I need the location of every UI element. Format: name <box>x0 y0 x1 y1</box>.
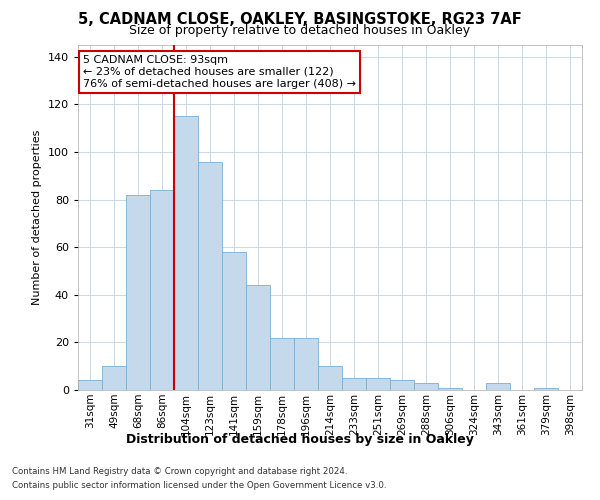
Text: 5, CADNAM CLOSE, OAKLEY, BASINGSTOKE, RG23 7AF: 5, CADNAM CLOSE, OAKLEY, BASINGSTOKE, RG… <box>78 12 522 28</box>
Bar <box>366 378 390 390</box>
Bar <box>390 380 414 390</box>
Bar <box>318 366 342 390</box>
Bar <box>222 252 246 390</box>
Bar <box>198 162 222 390</box>
Bar <box>126 195 150 390</box>
Text: 5 CADNAM CLOSE: 93sqm
← 23% of detached houses are smaller (122)
76% of semi-det: 5 CADNAM CLOSE: 93sqm ← 23% of detached … <box>83 56 356 88</box>
Text: Contains public sector information licensed under the Open Government Licence v3: Contains public sector information licen… <box>12 481 386 490</box>
Bar <box>246 286 270 390</box>
Text: Distribution of detached houses by size in Oakley: Distribution of detached houses by size … <box>126 432 474 446</box>
Bar <box>342 378 366 390</box>
Bar <box>174 116 198 390</box>
Bar <box>78 380 102 390</box>
Bar <box>534 388 558 390</box>
Text: Contains HM Land Registry data © Crown copyright and database right 2024.: Contains HM Land Registry data © Crown c… <box>12 468 347 476</box>
Bar <box>486 383 510 390</box>
Bar <box>270 338 294 390</box>
Bar <box>414 383 438 390</box>
Text: Size of property relative to detached houses in Oakley: Size of property relative to detached ho… <box>130 24 470 37</box>
Bar <box>102 366 126 390</box>
Bar <box>438 388 462 390</box>
Bar <box>150 190 174 390</box>
Y-axis label: Number of detached properties: Number of detached properties <box>32 130 42 305</box>
Bar <box>294 338 318 390</box>
